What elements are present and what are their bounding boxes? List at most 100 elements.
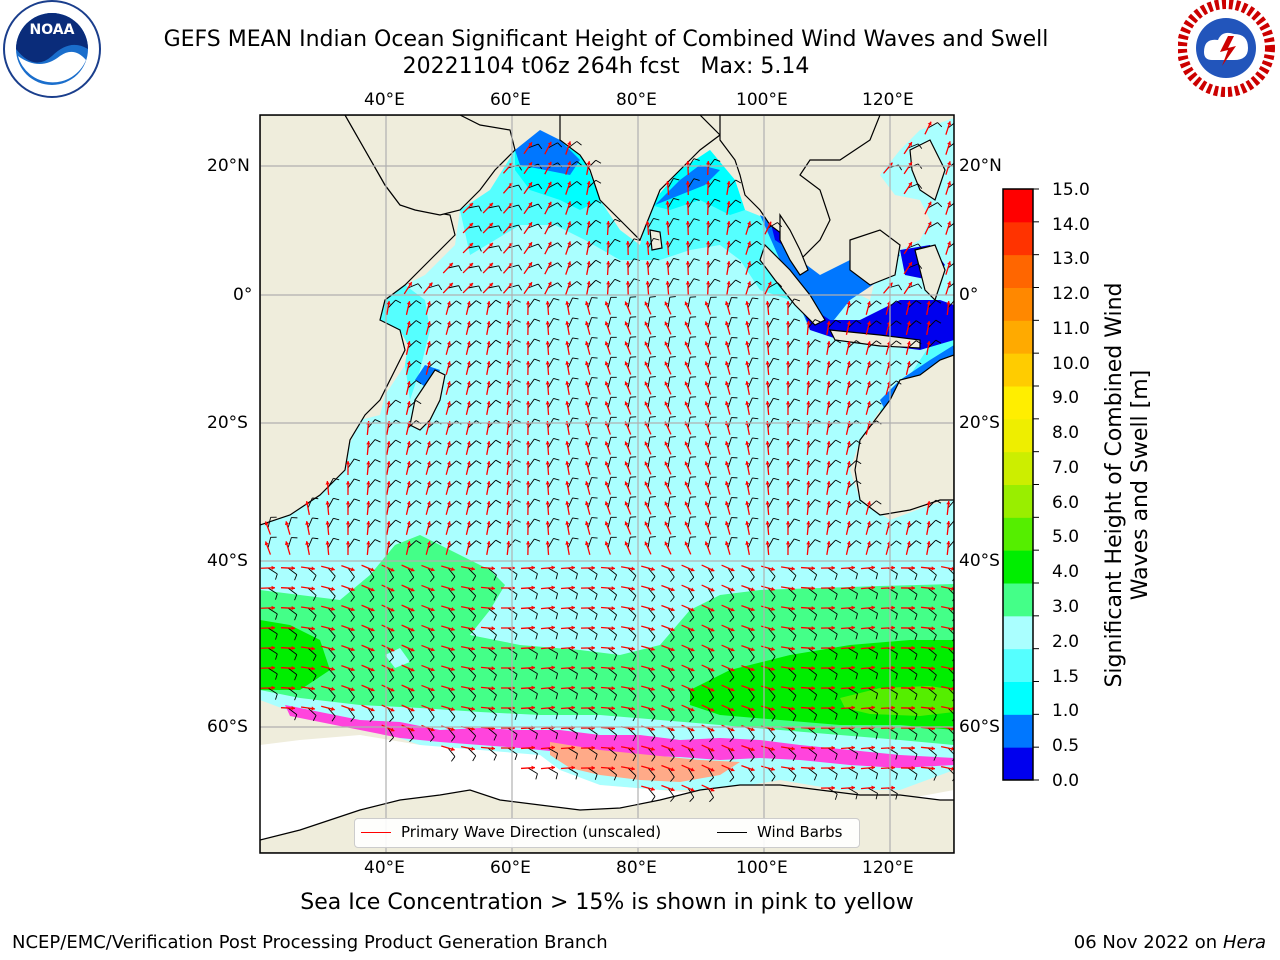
wind-barb-flag: [575, 573, 578, 580]
wind-barb-flag: [493, 574, 497, 581]
wind-barb-staff: [747, 537, 753, 549]
wind-barb-flag: [475, 460, 482, 465]
wind-barb-staff: [427, 320, 437, 329]
wind-barb-flag: [472, 695, 477, 702]
wave-arrowhead: [745, 521, 750, 525]
wind-barb-flag: [395, 439, 402, 444]
wind-barb-staff: [647, 357, 651, 369]
wind-barb-staff: [847, 607, 858, 614]
wave-arrowhead: [730, 627, 735, 632]
wave-arrowhead: [684, 321, 689, 326]
wave-arrowhead: [584, 301, 590, 306]
wind-barb-staff: [647, 767, 656, 777]
wind-barb-staff: [627, 278, 635, 289]
wind-barb-flag: [952, 657, 954, 662]
wave-arrowhead: [486, 541, 491, 545]
wind-barb-flag: [855, 773, 858, 780]
wind-barb-flag: [875, 753, 879, 760]
wind-barb-flag: [535, 733, 538, 740]
wave-arrowhead: [644, 361, 649, 366]
wind-barb-flag: [493, 734, 497, 741]
wind-barb-staff: [927, 339, 937, 349]
wind-barb-staff: [307, 537, 313, 549]
wind-barb-flag: [436, 300, 442, 305]
wind-barb-flag: [575, 733, 578, 740]
wave-arrowhead: [525, 341, 531, 345]
wind-barb-staff: [907, 263, 919, 269]
wind-barb-flag: [429, 636, 435, 642]
wind-barb-staff: [407, 707, 415, 718]
wind-barb-staff: [467, 520, 477, 529]
wind-barb-staff: [687, 767, 695, 778]
wave-arrowhead: [586, 281, 591, 285]
wave-arrowhead: [486, 401, 491, 405]
wind-barb-flag: [572, 477, 579, 480]
wind-barb-flag: [632, 755, 637, 762]
left-lat-label: 20°S: [207, 413, 248, 433]
colorbar-tick: 5.0: [1052, 527, 1080, 547]
wind-barb-flag: [472, 715, 477, 722]
wave-arrowhead: [547, 261, 552, 266]
wave-arrowhead: [631, 646, 635, 651]
wind-barb-flag: [750, 676, 755, 682]
wind-barb-staff: [547, 538, 554, 549]
wind-barb-staff: [407, 587, 415, 598]
wind-barb-flag: [914, 774, 918, 781]
wind-barb-flag: [669, 456, 676, 458]
wave-arrowhead: [670, 727, 675, 732]
wind-barb-flag: [475, 320, 482, 325]
wind-barb-staff: [807, 379, 816, 389]
wind-barb-staff: [647, 317, 651, 329]
wind-barb-staff: [867, 767, 878, 774]
wave-arrowhead: [826, 541, 831, 545]
wind-barb-flag: [914, 714, 918, 721]
wind-barb-staff: [947, 142, 954, 149]
wind-barb-flag: [553, 538, 560, 541]
wind-barb-staff: [907, 360, 917, 369]
wind-barb-flag: [534, 518, 541, 522]
wind-barb-staff: [387, 567, 395, 578]
wind-barb-flag: [495, 299, 502, 304]
bottom-lon-label: 80°E: [616, 858, 657, 878]
wind-barb-flag: [395, 499, 402, 504]
wind-barb-staff: [747, 280, 757, 289]
wave-arrowhead: [446, 381, 452, 386]
wind-barb-staff: [567, 537, 573, 549]
wind-barb-staff: [527, 358, 535, 369]
wind-barb-staff: [727, 377, 732, 389]
wave-arrowhead: [908, 242, 912, 247]
wave-arrowhead: [826, 441, 831, 445]
wind-barb-staff: [487, 339, 497, 349]
wave-arrowhead: [866, 341, 871, 346]
wind-barb-staff: [727, 297, 732, 309]
wind-barb-staff: [627, 337, 631, 349]
wind-barb-flag: [514, 359, 521, 363]
wave-arrowhead: [664, 521, 669, 526]
wave-arrowhead: [906, 541, 911, 545]
wind-barb-staff: [487, 285, 499, 289]
wind-barb-staff: [687, 787, 695, 798]
wave-arrowhead: [370, 627, 375, 632]
wind-barb-flag: [498, 265, 502, 272]
wind-barb-flag: [649, 536, 656, 538]
wave-arrowhead: [624, 401, 629, 406]
wave-arrowhead: [851, 625, 855, 630]
wave-arrowhead: [471, 726, 475, 731]
wind-barb-staff: [867, 380, 877, 389]
wind-barb-flag: [752, 437, 759, 440]
wave-arrowhead: [545, 441, 550, 445]
wave-arrowhead: [664, 381, 669, 386]
wind-barb-staff: [787, 318, 795, 329]
colorbar-bin: [1003, 747, 1033, 781]
wind-barb-staff: [707, 707, 714, 718]
wind-barb-flag: [771, 696, 776, 702]
wind-barb-staff: [707, 238, 715, 249]
wind-barb-flag: [669, 376, 676, 378]
wave-arrowhead: [604, 481, 609, 486]
wind-barb-staff: [387, 439, 396, 449]
wind-barb-staff: [787, 667, 797, 676]
wind-barb-flag: [915, 340, 922, 345]
wind-barb-flag: [669, 496, 676, 498]
wave-arrowhead: [650, 766, 655, 772]
wind-barb-staff: [567, 647, 578, 654]
